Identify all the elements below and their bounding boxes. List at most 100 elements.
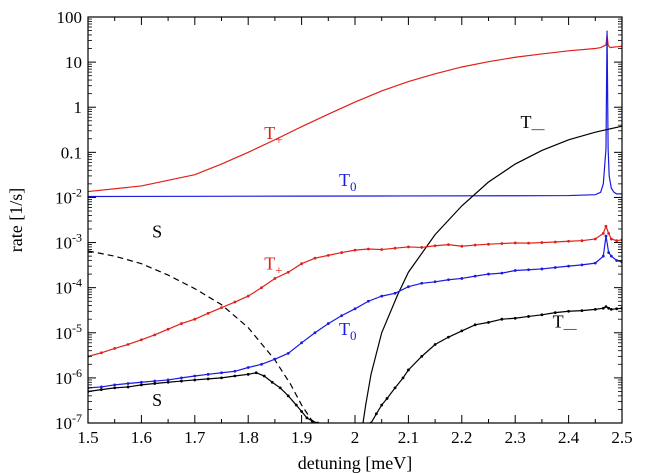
- data-point: [447, 278, 450, 282]
- data-point: [99, 385, 103, 389]
- series-line-3: [88, 250, 318, 423]
- data-point: [593, 261, 597, 265]
- data-point: [380, 248, 384, 251]
- data-point: [553, 240, 557, 244]
- x-tick-label: 2.2: [451, 428, 472, 447]
- data-point: [553, 311, 557, 315]
- data-point: [313, 256, 317, 260]
- data-point: [260, 286, 263, 290]
- series-label-2: T+: [264, 254, 282, 278]
- x-tick-label: 2.3: [505, 428, 526, 447]
- data-point: [420, 281, 424, 285]
- series-line-0: [88, 34, 622, 193]
- data-point: [460, 277, 464, 280]
- data-point: [607, 306, 611, 310]
- x-tick-label: 1.8: [238, 428, 259, 447]
- data-point: [393, 291, 397, 295]
- data-point: [615, 307, 619, 311]
- data-point: [500, 317, 504, 321]
- y-tick-label: 10-7: [55, 411, 82, 433]
- data-point: [220, 306, 223, 310]
- data-point: [313, 331, 317, 335]
- data-point: [385, 397, 389, 400]
- data-point: [180, 322, 183, 325]
- data-point: [447, 335, 450, 339]
- data-point: [286, 394, 290, 398]
- data-point: [353, 248, 357, 252]
- series-label-4: T—: [521, 112, 546, 136]
- series-line-1: [88, 30, 622, 198]
- y-tick-label: 10-3: [55, 231, 82, 253]
- data-point: [326, 322, 330, 325]
- data-point: [604, 234, 608, 238]
- y-tick-label: 100: [57, 8, 83, 27]
- data-point: [113, 386, 117, 390]
- data-point: [593, 237, 597, 241]
- data-point: [433, 280, 437, 284]
- series-group: [88, 30, 622, 423]
- x-tick-label: 1.9: [291, 428, 312, 447]
- data-point: [126, 385, 130, 389]
- data-point: [473, 274, 477, 278]
- data-point: [615, 239, 619, 243]
- data-point: [553, 266, 557, 269]
- data-point: [300, 410, 303, 413]
- data-point: [407, 368, 410, 372]
- data-point: [527, 241, 530, 245]
- data-point: [140, 338, 143, 342]
- data-point: [615, 259, 619, 262]
- data-point: [607, 231, 611, 235]
- data-point: [310, 419, 314, 423]
- x-tick-label: 1.5: [77, 428, 98, 447]
- data-point: [473, 243, 477, 247]
- data-point: [460, 329, 464, 333]
- data-point: [353, 307, 357, 311]
- y-tick-label: 10-6: [55, 366, 82, 388]
- data-point: [340, 314, 344, 318]
- plot-content: [88, 30, 622, 423]
- y-tick-label: 1: [74, 98, 83, 117]
- data-point: [527, 268, 530, 272]
- data-point: [300, 262, 303, 266]
- x-tick-label: 2.5: [611, 428, 632, 447]
- data-point: [286, 270, 290, 274]
- data-point: [193, 378, 197, 382]
- data-point: [609, 237, 613, 241]
- data-point: [180, 376, 183, 380]
- data-point: [153, 379, 157, 383]
- data-point: [300, 341, 303, 345]
- data-point: [540, 313, 544, 317]
- data-point: [487, 242, 490, 246]
- data-point: [286, 351, 290, 355]
- x-axis: 1.5 1.6 1.7 1.8 1.9 2 2.1 2.2 2.3 2.4 2.5: [77, 17, 633, 447]
- y-tick-label: 10-5: [55, 321, 82, 343]
- data-point: [340, 251, 344, 254]
- data-point: [433, 244, 437, 248]
- data-point: [420, 354, 424, 358]
- data-point: [609, 254, 613, 258]
- data-point: [500, 242, 504, 245]
- data-point: [401, 376, 405, 380]
- y-tick-label: 10-4: [55, 276, 82, 298]
- data-point: [180, 379, 183, 383]
- data-point: [193, 317, 197, 321]
- data-point: [601, 306, 605, 310]
- data-point: [601, 231, 605, 235]
- data-point: [166, 380, 170, 384]
- data-point: [420, 246, 424, 249]
- data-point: [407, 245, 410, 249]
- data-point: [206, 311, 210, 315]
- data-point: [487, 320, 490, 324]
- series-label-6: S: [152, 221, 162, 241]
- data-point: [278, 386, 282, 390]
- data-point: [262, 374, 266, 378]
- series-annotations: T+ T0 T+ T0 T— T— S S: [152, 112, 578, 410]
- x-tick-label: 1.6: [131, 428, 152, 447]
- data-point: [567, 239, 570, 243]
- y-tick-label: 0.1: [61, 143, 82, 162]
- x-tick-label: 2.4: [558, 428, 580, 447]
- data-point: [113, 347, 117, 350]
- series-line-5: [88, 235, 622, 389]
- data-point: [366, 299, 370, 303]
